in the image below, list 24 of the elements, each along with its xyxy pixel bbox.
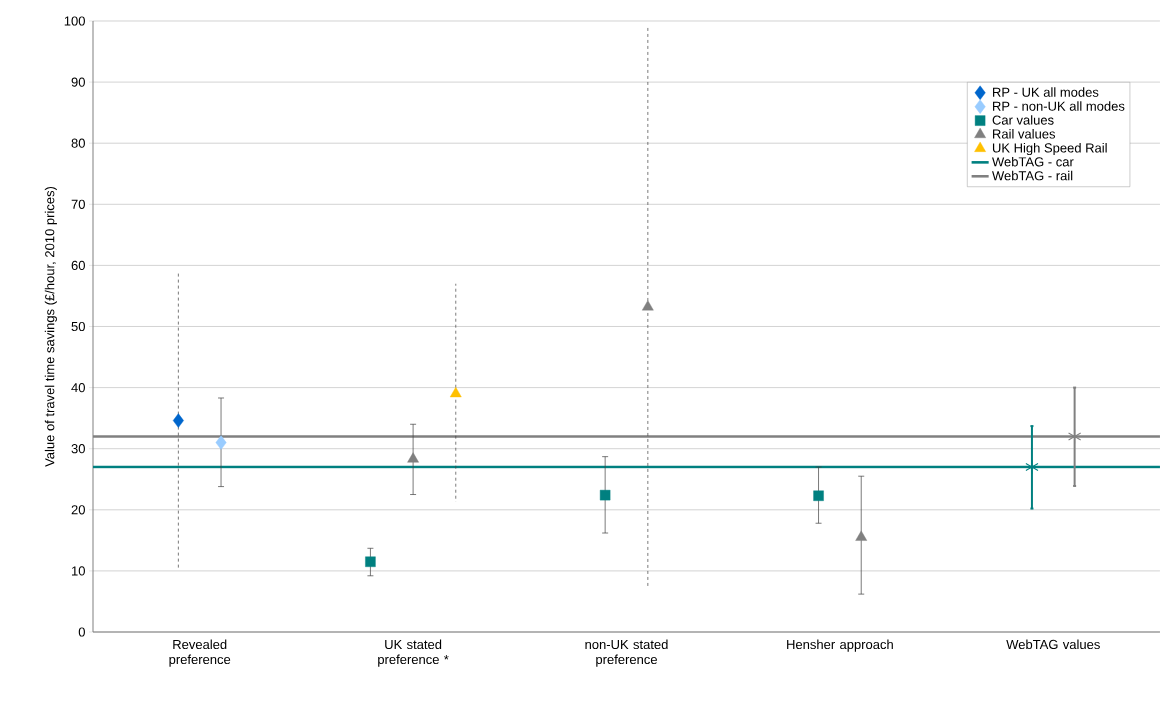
x-tick-label: WebTAG values: [1006, 639, 1100, 650]
legend-label: Car values: [992, 115, 1054, 125]
y-tick-label: 0: [78, 627, 85, 637]
y-tick-label: 40: [71, 382, 85, 393]
x-tick-label: Revealed preference: [169, 639, 231, 667]
y-tick-label: 100: [64, 16, 85, 26]
legend-label: UK High Speed Rail: [992, 142, 1107, 156]
y-axis-title: Value of travel time savings (£/hour, 2010 prices): [44, 186, 57, 467]
legend-label: WebTAG - car: [992, 156, 1074, 167]
y-tick-label: 20: [71, 505, 85, 515]
legend-label: WebTAG - rail: [992, 170, 1073, 181]
y-tick-label: 70: [71, 199, 85, 209]
y-tick-label: 10: [72, 566, 85, 576]
x-tick-label: non-UK stated preference: [585, 639, 668, 667]
y-tick-label: 50: [71, 321, 85, 332]
y-tick-label: 60: [71, 260, 85, 270]
y-tick-label: 90: [71, 77, 85, 87]
legend-label: Rail values: [993, 129, 1056, 139]
x-tick-label: Hensher approach: [787, 639, 893, 652]
y-tick-label: 30: [71, 444, 85, 454]
x-tick-label: UK stated preference *: [378, 639, 449, 667]
y-tick-label: 80: [71, 138, 85, 148]
legend-label: RP - non-UK all modes: [993, 101, 1125, 111]
legend-label: RP - UK all modes: [993, 87, 1099, 97]
